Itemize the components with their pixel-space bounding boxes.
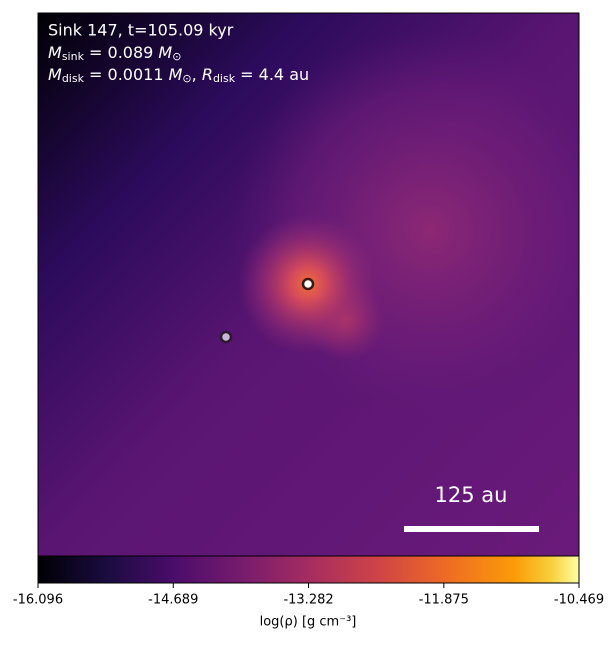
math-part: M <box>169 65 183 84</box>
tick-label: -16.096 <box>13 593 63 608</box>
math-part: disk <box>62 72 85 85</box>
math-part: ⊙ <box>182 72 191 85</box>
scale-bar-label: 125 au <box>435 483 508 507</box>
math-part: = 0.089 <box>84 43 158 62</box>
sink-secondary <box>219 330 233 344</box>
math-part: disk <box>213 72 236 85</box>
title-line: Sink 147, t=105.09 kyr <box>48 21 234 40</box>
disk-line: Mdisk = 0.0011 M⊙, Rdisk = 4.4 au <box>48 65 309 86</box>
colorbar-ticks: -16.096 -14.689 -13.282 -11.875 -10.469 <box>13 583 604 608</box>
tick-label: -11.875 <box>419 593 469 608</box>
sink-primary <box>301 277 315 291</box>
tick-label: -14.689 <box>148 593 198 608</box>
math-part: M <box>48 43 62 62</box>
tick-label: -10.469 <box>554 593 604 608</box>
math-part: = 0.0011 <box>84 65 169 84</box>
math-part: ⊙ <box>172 50 181 63</box>
colorbar-label: log(ρ) [g cm⁻³] <box>260 615 357 630</box>
math-part: , <box>192 65 202 84</box>
sink-mass-line: Msink = 0.089 M⊙ <box>48 43 181 64</box>
math-part: sink <box>62 50 85 63</box>
tick-label: -13.282 <box>283 593 333 608</box>
math-part: M <box>48 65 62 84</box>
math-part: = 4.4 au <box>235 65 309 84</box>
colorbar <box>37 555 580 584</box>
scale-bar <box>404 526 539 532</box>
math-part: R <box>202 65 213 84</box>
math-part: M <box>158 43 172 62</box>
